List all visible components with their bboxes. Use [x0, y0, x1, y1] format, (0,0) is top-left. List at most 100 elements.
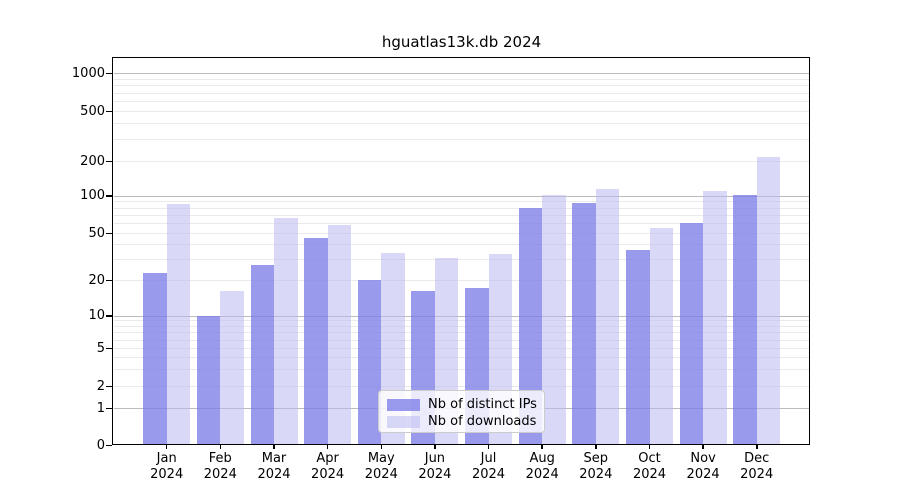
x-tick-label-jun: Jun 2024: [418, 451, 452, 482]
bar-distinct-ips-apr: [304, 238, 328, 445]
minor-gridline-400: [114, 123, 809, 125]
y-tick-mark-1: [106, 407, 112, 409]
major-gridline-100: [114, 195, 809, 197]
y-tick-mark-10: [106, 315, 112, 317]
minor-gridline-4: [114, 357, 809, 359]
legend-label-downloads: Nb of downloads: [428, 413, 537, 429]
bar-downloads-apr: [327, 225, 352, 445]
minor-gridline-500: [114, 111, 809, 112]
legend-label-distinct-ips: Nb of distinct IPs: [428, 396, 537, 412]
minor-gridline-900: [114, 78, 809, 80]
y-tick-label-2: 2: [96, 378, 105, 394]
minor-gridline-8: [114, 326, 809, 327]
y-tick-label-50: 50: [88, 225, 105, 241]
y-tick-label-1: 1: [96, 400, 105, 416]
bar-distinct-ips-sep: [572, 202, 596, 445]
bar-distinct-ips-jan: [143, 272, 167, 445]
bar-downloads-jan: [166, 203, 191, 445]
y-tick-mark-5: [106, 347, 112, 349]
major-gridline-1000: [114, 73, 809, 74]
y-tick-label-0: 0: [96, 437, 105, 453]
y-tick-label-200: 200: [80, 153, 105, 169]
y-tick-mark-0: [106, 444, 112, 446]
bar-downloads-oct: [649, 227, 673, 445]
legend-swatch-distinct-ips: [387, 398, 420, 411]
y-tick-label-10: 10: [88, 308, 105, 323]
y-tick-mark-2: [106, 385, 112, 387]
x-tick-label-oct: Oct 2024: [632, 451, 667, 482]
bar-downloads-feb: [220, 291, 244, 445]
minor-gridline-30: [114, 259, 809, 261]
minor-gridline-80: [114, 207, 809, 209]
minor-gridline-9: [114, 320, 809, 322]
minor-gridline-5: [114, 348, 809, 349]
y-tick-label-5: 5: [96, 340, 105, 356]
minor-gridline-7: [114, 332, 809, 334]
legend-row-distinct-ips: Nb of distinct IPs: [387, 396, 537, 413]
y-tick-mark-100: [106, 195, 112, 197]
x-tick-mark-dec: [756, 445, 758, 449]
x-tick-label-dec: Dec 2024: [740, 451, 774, 482]
minor-gridline-40: [114, 244, 809, 246]
x-tick-mark-feb: [219, 445, 222, 449]
bar-downloads-mar: [274, 218, 298, 445]
bar-downloads-aug: [542, 195, 566, 445]
minor-gridline-6: [114, 339, 809, 341]
bar-downloads-sep: [595, 188, 620, 445]
bar-distinct-ips-may: [357, 280, 382, 445]
x-tick-label-may: May 2024: [364, 451, 398, 482]
minor-gridline-300: [114, 138, 809, 140]
bar-downloads-dec: [756, 157, 781, 445]
legend: Nb of distinct IPs Nb of downloads: [378, 390, 545, 433]
x-tick-mark-jul: [487, 445, 490, 449]
y-tick-label-100: 100: [80, 188, 105, 204]
x-tick-label-sep: Sep 2024: [579, 451, 613, 482]
bar-distinct-ips-mar: [250, 264, 274, 445]
x-tick-mark-oct: [648, 445, 651, 449]
chart-title: hguatlas13k.db 2024: [381, 33, 542, 51]
x-tick-label-nov: Nov 2024: [686, 451, 720, 482]
minor-gridline-90: [114, 201, 809, 203]
minor-gridline-600: [114, 101, 809, 102]
bar-distinct-ips-oct: [626, 249, 650, 445]
y-tick-mark-1000: [106, 72, 112, 74]
bar-distinct-ips-dec: [733, 194, 757, 445]
x-tick-label-mar: Mar 2024: [257, 451, 291, 482]
minor-gridline-3: [114, 369, 809, 371]
bar-downloads-nov: [703, 190, 727, 445]
minor-gridline-700: [114, 92, 809, 94]
major-gridline-10: [114, 315, 809, 317]
minor-gridline-60: [114, 223, 809, 225]
x-tick-label-feb: Feb 2024: [203, 451, 237, 482]
x-tick-label-apr: Apr 2024: [311, 451, 345, 482]
legend-row-downloads: Nb of downloads: [387, 413, 536, 430]
y-tick-mark-50: [106, 232, 112, 234]
y-tick-label-500: 500: [80, 103, 105, 119]
bar-distinct-ips-feb: [196, 315, 221, 445]
minor-gridline-70: [114, 214, 809, 216]
x-tick-mark-aug: [541, 445, 543, 449]
x-tick-mark-sep: [595, 445, 597, 449]
minor-gridline-200: [114, 161, 809, 162]
x-tick-mark-apr: [326, 445, 329, 449]
x-tick-mark-nov: [702, 445, 704, 449]
plot-area-border: [112, 57, 810, 445]
y-tick-label-20: 20: [88, 272, 105, 288]
minor-gridline-20: [114, 280, 809, 281]
y-tick-label-1000: 1000: [71, 65, 105, 81]
x-tick-mark-mar: [273, 445, 275, 449]
minor-gridline-50: [114, 233, 809, 234]
x-tick-mark-may: [380, 445, 382, 449]
x-tick-mark-jan: [165, 445, 168, 449]
bar-distinct-ips-aug: [518, 207, 543, 445]
bar-distinct-ips-nov: [679, 223, 704, 445]
x-tick-label-aug: Aug 2024: [525, 451, 559, 482]
minor-gridline-800: [114, 85, 809, 87]
x-tick-mark-jun: [434, 445, 436, 449]
y-tick-mark-500: [106, 110, 112, 112]
legend-swatch-downloads: [387, 415, 420, 428]
x-tick-label-jan: Jan 2024: [150, 451, 184, 482]
y-tick-mark-200: [106, 160, 112, 162]
y-tick-mark-20: [106, 279, 112, 281]
